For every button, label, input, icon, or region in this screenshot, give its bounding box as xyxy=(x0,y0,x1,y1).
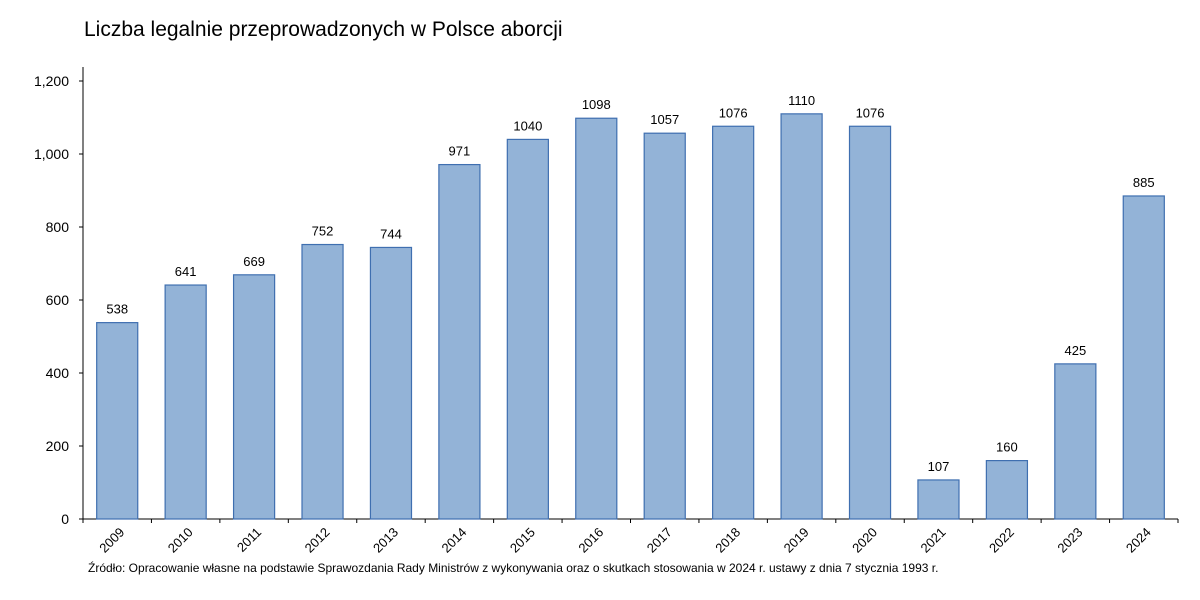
y-tick-label: 200 xyxy=(46,438,70,454)
chart-title: Liczba legalnie przeprowadzonych w Polsc… xyxy=(84,18,563,41)
bar-2016 xyxy=(575,117,618,520)
x-tick-label-2017: 2017 xyxy=(644,525,675,556)
y-tick-label: 1,200 xyxy=(34,73,69,89)
data-label-2009: 538 xyxy=(106,302,128,317)
data-label-2021: 107 xyxy=(928,459,950,474)
bar-2015 xyxy=(506,138,549,520)
y-tick-label: 800 xyxy=(46,219,70,235)
source-note: Źródło: Opracowanie własne na podstawie … xyxy=(88,561,939,575)
data-label-2024: 885 xyxy=(1133,175,1155,190)
bar-2023 xyxy=(1054,363,1097,520)
data-label-2019: 1110 xyxy=(788,93,815,108)
x-tick-label-2016: 2016 xyxy=(575,525,606,556)
bar-2024 xyxy=(1122,195,1165,520)
x-tick-label-2020: 2020 xyxy=(849,525,880,556)
data-label-2015: 1040 xyxy=(513,118,542,133)
data-label-2020: 1076 xyxy=(856,105,885,120)
bar-2018 xyxy=(712,125,755,520)
y-axis: 0 200 400 600 800 1,000 1,200 xyxy=(34,67,84,527)
bar-2010 xyxy=(164,284,207,520)
y-tick-label: 1,000 xyxy=(34,146,69,162)
bar-2022 xyxy=(985,460,1029,520)
bar-2019 xyxy=(780,113,823,520)
data-label-2016: 1098 xyxy=(582,97,611,112)
x-tick-label-2012: 2012 xyxy=(302,525,333,556)
data-label-2017: 1057 xyxy=(650,112,679,127)
data-label-2018: 1076 xyxy=(719,105,748,120)
bars-group xyxy=(96,113,1165,520)
data-label-2011: 669 xyxy=(243,254,265,269)
x-tick-label-2009: 2009 xyxy=(96,525,127,556)
x-tick-label-2019: 2019 xyxy=(781,525,812,556)
data-label-2023: 425 xyxy=(1064,343,1086,358)
bar-2013 xyxy=(369,246,413,520)
bar-2021 xyxy=(917,479,960,520)
x-tick-label-2023: 2023 xyxy=(1054,525,1085,556)
bar-2011 xyxy=(232,274,276,520)
x-tick-label-2010: 2010 xyxy=(165,525,196,556)
data-label-2014: 971 xyxy=(449,144,471,159)
x-tick-label-2011: 2011 xyxy=(234,525,264,555)
x-tick-label-2022: 2022 xyxy=(986,525,1017,556)
bar-2012 xyxy=(301,243,344,520)
data-label-2010: 641 xyxy=(175,264,197,279)
x-tick-label-2015: 2015 xyxy=(507,525,538,556)
data-label-2012: 752 xyxy=(312,224,334,239)
y-tick-label: 400 xyxy=(46,365,70,381)
data-label-2013: 744 xyxy=(380,226,402,241)
x-tick-label-2024: 2024 xyxy=(1123,525,1154,556)
data-label-2022: 160 xyxy=(996,440,1018,455)
x-tick-label-2018: 2018 xyxy=(712,525,743,556)
x-tick-label-2021: 2021 xyxy=(918,525,949,556)
y-tick-label: 0 xyxy=(61,511,69,527)
y-tick-label: 600 xyxy=(46,292,70,308)
bar-2009 xyxy=(96,322,139,520)
x-tick-label-2013: 2013 xyxy=(370,525,401,556)
data-labels-group: 538 641 669 752 744 971 1040 1098 1057 1076 1110 10… xyxy=(106,93,1154,474)
x-tick-label-2014: 2014 xyxy=(438,525,469,556)
bar-2017 xyxy=(643,132,686,520)
x-axis: 2009 2010 2011 2012 2013 2014 2015 2016 2017 2018… xyxy=(82,518,1179,556)
bar-2014 xyxy=(438,163,481,520)
bar-2020 xyxy=(848,125,892,520)
